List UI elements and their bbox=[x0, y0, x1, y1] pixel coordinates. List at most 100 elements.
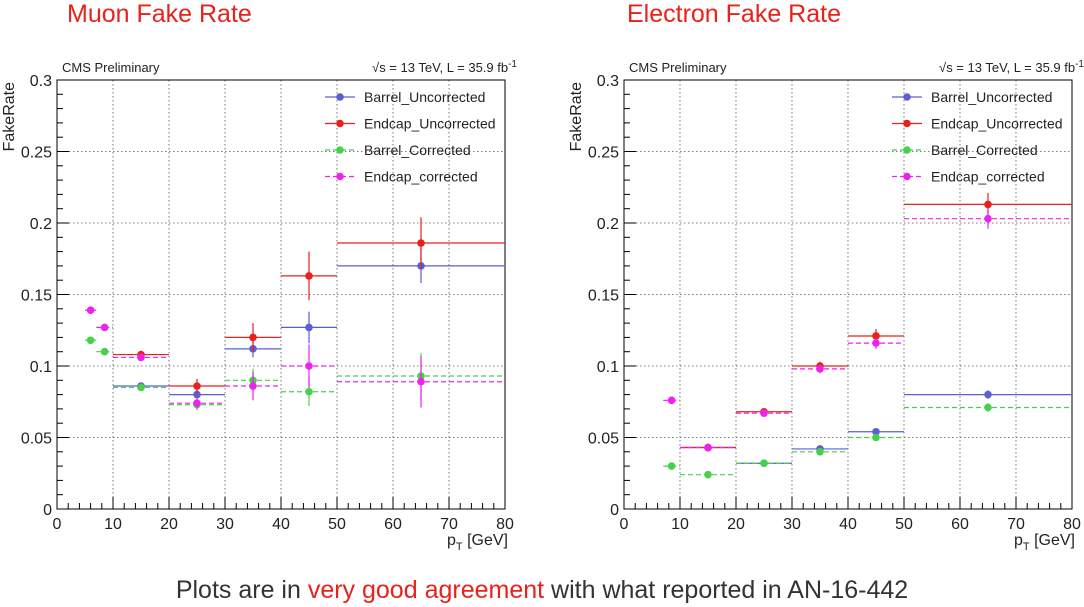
data-point-endcap-corrected-4 bbox=[225, 371, 281, 401]
series-endcap-corrected bbox=[663, 208, 1072, 452]
x-tick-label-80: 80 bbox=[496, 516, 514, 533]
data-point-endcap-uncorrected-4 bbox=[904, 192, 1072, 216]
caption-highlight: very good agreement bbox=[307, 576, 545, 604]
legend-item-barrel-uncorrected: Barrel_Uncorrected bbox=[325, 89, 485, 105]
x-tick-label-0: 0 bbox=[620, 516, 629, 533]
marker bbox=[305, 272, 313, 280]
y-tick-label-5: 0.25 bbox=[21, 145, 52, 162]
y-tick-label-6: 0.3 bbox=[30, 73, 52, 90]
x-axis-label-unit: [GeV] bbox=[1030, 532, 1075, 549]
data-point-barrel-corrected-2 bbox=[736, 459, 792, 468]
sqrt-symbol: √ bbox=[939, 60, 947, 75]
marker bbox=[704, 470, 712, 479]
data-point-endcap-uncorrected-3 bbox=[281, 251, 337, 301]
legend-label: Barrel_Corrected bbox=[931, 142, 1038, 158]
data-point-endcap-corrected-5 bbox=[281, 344, 337, 388]
data-point-endcap-corrected-0 bbox=[85, 306, 97, 315]
y-tick-label-4: 0.2 bbox=[597, 216, 619, 233]
muon-plot-title: Muon Fake Rate bbox=[67, 0, 252, 28]
x-tick-label-60: 60 bbox=[951, 516, 969, 533]
x-axis-label-unit: [GeV] bbox=[463, 532, 508, 549]
y-tick-label-0: 0 bbox=[43, 502, 52, 519]
marker bbox=[872, 427, 880, 436]
legend-marker bbox=[336, 119, 344, 128]
muon-fake-rate-chart: 0 10 20 30 40 50 60 70 80 0 0.05 0.1 0.15 0.2 0.25 0.3 p… bbox=[1, 59, 517, 553]
series-barrel-corrected bbox=[663, 403, 1072, 479]
electron-fake-rate-chart: 0 10 20 30 40 50 60 70 80 0 0.05 0.1 0.15 0.2 0.25 0.3 p… bbox=[568, 59, 1084, 553]
data-point-barrel-corrected-2 bbox=[113, 383, 169, 392]
data-point-endcap-corrected-6 bbox=[337, 355, 505, 408]
data-point-endcap-corrected-0 bbox=[663, 396, 680, 405]
marker bbox=[417, 377, 425, 386]
sqrt-symbol: √ bbox=[372, 60, 380, 75]
marker bbox=[667, 396, 676, 405]
data-point-barrel-corrected-4 bbox=[848, 433, 904, 442]
caption-text-before: Plots are in bbox=[175, 576, 308, 604]
y-tick-label-3: 0.15 bbox=[21, 288, 52, 305]
x-tick-label-40: 40 bbox=[272, 516, 290, 533]
x-tick-label-60: 60 bbox=[384, 516, 402, 533]
x-tick-label-70: 70 bbox=[1007, 516, 1025, 533]
legend-marker bbox=[903, 119, 911, 128]
marker bbox=[816, 365, 824, 373]
marker bbox=[100, 323, 109, 332]
marker bbox=[760, 409, 768, 417]
x-tick-label-80: 80 bbox=[1063, 516, 1081, 533]
series-barrel-uncorrected bbox=[680, 390, 1072, 468]
legend-label: Barrel_Corrected bbox=[364, 142, 471, 158]
legend-item-endcap-uncorrected: Endcap_Uncorrected bbox=[892, 116, 1063, 132]
legend-marker bbox=[336, 93, 344, 101]
y-axis-label: FakeRate bbox=[568, 82, 585, 151]
legend-item-endcap-uncorrected: Endcap_Uncorrected bbox=[325, 116, 496, 132]
cms-preliminary-label: CMS Preliminary bbox=[629, 60, 727, 75]
x-tick-label-20: 20 bbox=[160, 516, 178, 533]
data-point-endcap-uncorrected-4 bbox=[337, 217, 505, 269]
y-tick-label-5: 0.25 bbox=[588, 145, 619, 162]
x-tick-label-30: 30 bbox=[783, 516, 801, 533]
marker bbox=[100, 347, 109, 356]
data-point-barrel-corrected-0 bbox=[85, 336, 97, 345]
legend-label: Barrel_Uncorrected bbox=[931, 89, 1052, 105]
data-point-barrel-corrected-1 bbox=[680, 470, 736, 479]
marker bbox=[249, 333, 257, 342]
y-axis-label: FakeRate bbox=[1, 82, 18, 151]
x-tick-label-10: 10 bbox=[104, 516, 122, 533]
data-point-endcap-corrected-1 bbox=[96, 323, 113, 332]
y-tick-label-1: 0.05 bbox=[21, 431, 52, 448]
legend-item-barrel-corrected: Barrel_Corrected bbox=[325, 142, 471, 158]
legend-label: Endcap_corrected bbox=[364, 169, 478, 185]
luminosity-exponent: -1 bbox=[508, 59, 517, 70]
x-tick-label-30: 30 bbox=[216, 516, 234, 533]
data-point-barrel-uncorrected-3 bbox=[281, 311, 337, 344]
x-tick-label-50: 50 bbox=[895, 516, 913, 533]
marker bbox=[86, 306, 95, 315]
energy-luminosity-label: √s = 13 TeV, L = 35.9 fb-1 bbox=[939, 59, 1084, 75]
marker bbox=[193, 399, 201, 407]
legend: Barrel_Uncorrected Endcap_Uncorrected Barr… bbox=[325, 89, 496, 185]
marker bbox=[760, 459, 768, 468]
series-barrel-corrected bbox=[85, 336, 505, 411]
x-axis-label-subscript: T bbox=[1023, 541, 1030, 553]
luminosity-exponent: -1 bbox=[1075, 59, 1084, 70]
legend-item-barrel-uncorrected: Barrel_Uncorrected bbox=[892, 89, 1052, 105]
marker bbox=[193, 390, 201, 399]
data-point-barrel-uncorrected-4 bbox=[904, 390, 1072, 399]
marker bbox=[667, 462, 676, 470]
series-endcap-uncorrected bbox=[680, 192, 1072, 452]
marker bbox=[193, 382, 201, 390]
data-point-barrel-corrected-0 bbox=[663, 462, 680, 470]
data-point-endcap-corrected-4 bbox=[848, 337, 904, 349]
legend-marker bbox=[903, 93, 911, 101]
x-tick-label-0: 0 bbox=[53, 516, 62, 533]
legend-item-barrel-corrected: Barrel_Corrected bbox=[892, 142, 1038, 158]
y-tick-label-0: 0 bbox=[610, 502, 619, 519]
marker bbox=[305, 387, 313, 396]
x-tick-label-10: 10 bbox=[671, 516, 689, 533]
legend-marker bbox=[336, 172, 344, 181]
legend-marker bbox=[903, 172, 911, 181]
series-endcap-corrected bbox=[85, 306, 505, 409]
marker bbox=[305, 323, 313, 332]
slide-caption: Plots are in very good agreement with wh… bbox=[0, 576, 1084, 605]
x-axis-label-main: p bbox=[1014, 532, 1023, 549]
x-tick-label-20: 20 bbox=[727, 516, 745, 533]
